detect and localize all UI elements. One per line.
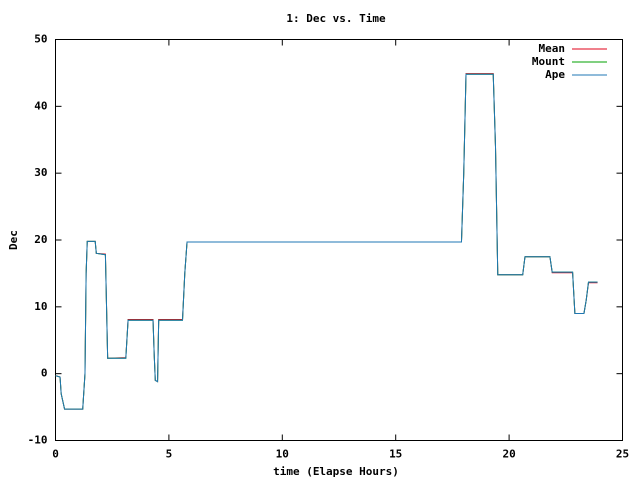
x-axis-label: time (Elapse Hours) xyxy=(273,465,399,478)
y-tick-label: 30 xyxy=(34,166,47,179)
y-tick-label: 20 xyxy=(34,233,47,246)
y-axis-label: Dec xyxy=(7,230,20,250)
y-tick-label: 50 xyxy=(34,33,47,46)
x-tick-label: 10 xyxy=(276,448,289,461)
y-tick-label: 10 xyxy=(34,300,47,313)
series-line xyxy=(55,73,598,410)
legend-label: Mount xyxy=(532,55,565,68)
x-tick-label: 0 xyxy=(52,448,59,461)
series-line xyxy=(55,73,598,410)
legend-label: Mean xyxy=(539,42,566,55)
chart-title: 1: Dec vs. Time xyxy=(286,12,386,25)
x-tick-label: 15 xyxy=(389,448,402,461)
x-tick-label: 5 xyxy=(166,448,173,461)
y-tick-label: 0 xyxy=(41,367,48,380)
y-tick-label: 40 xyxy=(34,99,47,112)
x-tick-label: 25 xyxy=(616,448,629,461)
legend-label: Ape xyxy=(545,68,565,81)
y-tick-label: -10 xyxy=(28,434,48,447)
x-tick-label: 20 xyxy=(502,448,515,461)
plot-frame xyxy=(55,39,623,441)
